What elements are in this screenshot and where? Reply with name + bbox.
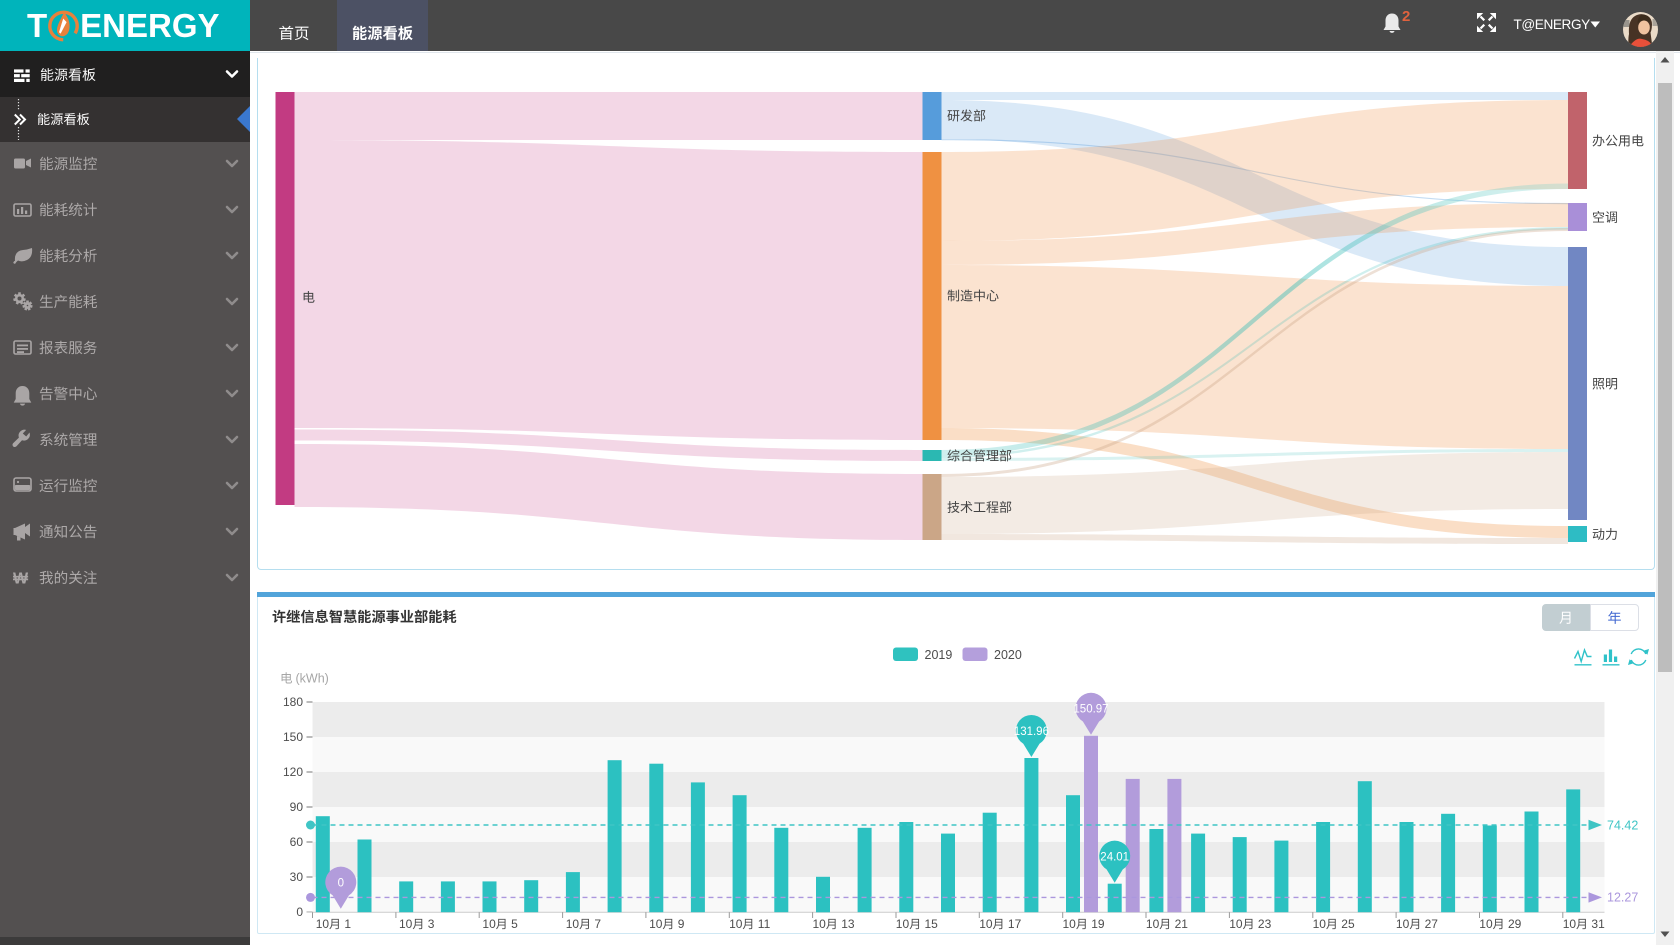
svg-text:10: 10 [729,917,743,931]
svg-text:10: 10 [1063,917,1077,931]
svg-text:10: 10 [1563,917,1577,931]
svg-text:10: 10 [399,917,413,931]
svg-text:15: 15 [925,917,939,931]
svg-text:10: 10 [1479,917,1493,931]
svg-text:5: 5 [511,917,518,931]
svg-text:31: 31 [1591,917,1605,931]
svg-text:0: 0 [296,905,303,919]
svg-text:23: 23 [1258,917,1272,931]
svg-text:T@ENERGY: T@ENERGY [1514,17,1591,32]
svg-text:30: 30 [290,870,304,884]
svg-text:60: 60 [290,835,304,849]
svg-text:9: 9 [678,917,685,931]
svg-text:10: 10 [482,917,496,931]
svg-text:2019: 2019 [925,648,953,662]
svg-text:10: 10 [979,917,993,931]
svg-text:17: 17 [1008,917,1022,931]
svg-text:90: 90 [290,800,304,814]
svg-text:150.97: 150.97 [1073,704,1108,716]
svg-text:11: 11 [758,917,771,931]
svg-text:10: 10 [1146,917,1160,931]
svg-text:13: 13 [841,917,855,931]
svg-text:10: 10 [896,917,910,931]
svg-text:2020: 2020 [994,648,1022,662]
svg-text:27: 27 [1425,917,1439,931]
svg-text:10: 10 [1396,917,1410,931]
svg-text:131.96: 131.96 [1014,726,1049,738]
svg-text:10: 10 [566,917,580,931]
svg-text:25: 25 [1341,917,1355,931]
svg-text:10: 10 [1313,917,1327,931]
svg-text:₩: ₩ [13,571,29,588]
svg-text:21: 21 [1175,917,1189,931]
svg-text:12.27: 12.27 [1607,891,1638,905]
svg-text:1: 1 [344,917,351,931]
svg-text:19: 19 [1091,917,1105,931]
svg-text:2: 2 [1402,8,1410,25]
svg-text:150: 150 [283,730,303,744]
svg-text:180: 180 [283,695,303,709]
svg-text:0: 0 [338,878,344,890]
svg-text:10: 10 [649,917,663,931]
svg-text:74.42: 74.42 [1607,818,1638,832]
svg-text:10: 10 [1229,917,1243,931]
svg-text:7: 7 [594,917,601,931]
svg-text:120: 120 [283,765,303,779]
svg-text:10: 10 [316,917,330,931]
svg-text:24.01: 24.01 [1100,852,1129,864]
svg-text:(kWh): (kWh) [296,672,329,686]
svg-text:3: 3 [428,917,435,931]
svg-text:29: 29 [1508,917,1522,931]
svg-text:10: 10 [813,917,827,931]
